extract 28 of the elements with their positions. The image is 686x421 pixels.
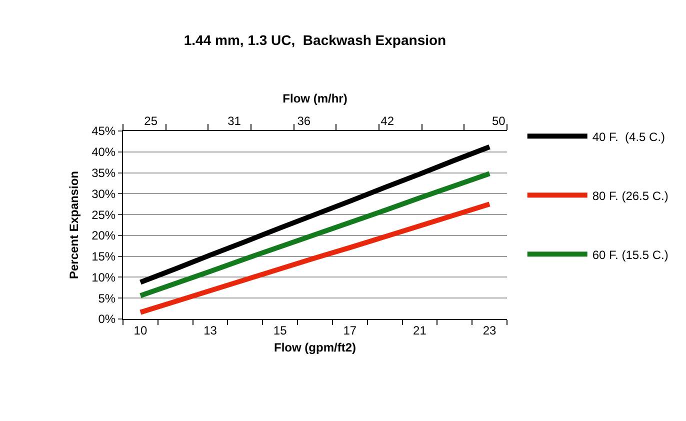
x2-axis-title: Flow (m/hr) — [282, 92, 348, 106]
y-axis-title: Percent Expansion — [66, 170, 81, 280]
y-tick-label: 40% — [92, 145, 116, 160]
y-tick-label: 5% — [98, 291, 116, 306]
x-tick-label: 15 — [273, 323, 288, 338]
y-tick-label: 20% — [92, 228, 116, 243]
y-tick-label: 10% — [92, 270, 116, 284]
x2-tick-label: 36 — [297, 114, 311, 128]
legend-label: 80 F. (26.5 C.) — [592, 188, 668, 203]
x-tick-label: 17 — [343, 323, 357, 338]
y-tick-label: 0% — [98, 312, 116, 326]
y-tick-label: 25% — [92, 208, 116, 222]
y-tick-label: 35% — [92, 166, 116, 180]
y-tick-label: 30% — [92, 186, 116, 201]
x-tick-label: 10 — [134, 323, 148, 338]
x2-tick-label: 25 — [144, 114, 158, 128]
x-tick-label: 13 — [204, 323, 218, 338]
x-axis-title: Flow (gpm/ft2) — [274, 340, 356, 354]
legend-label: 60 F. (15.5 C.) — [592, 248, 668, 262]
chart-title: 1.44 mm, 1.3 UC, Backwash Expansion — [184, 32, 446, 48]
x2-tick-label: 31 — [228, 114, 242, 128]
x-tick-label: 23 — [482, 323, 497, 338]
legend-label: 40 F. (4.5 C.) — [592, 130, 666, 144]
x2-tick-label: 50 — [492, 114, 506, 128]
y-tick-label: 15% — [92, 250, 116, 264]
x2-tick-label: 42 — [380, 114, 394, 128]
y-tick-label: 45% — [92, 124, 116, 138]
x-tick-label: 21 — [413, 323, 427, 338]
